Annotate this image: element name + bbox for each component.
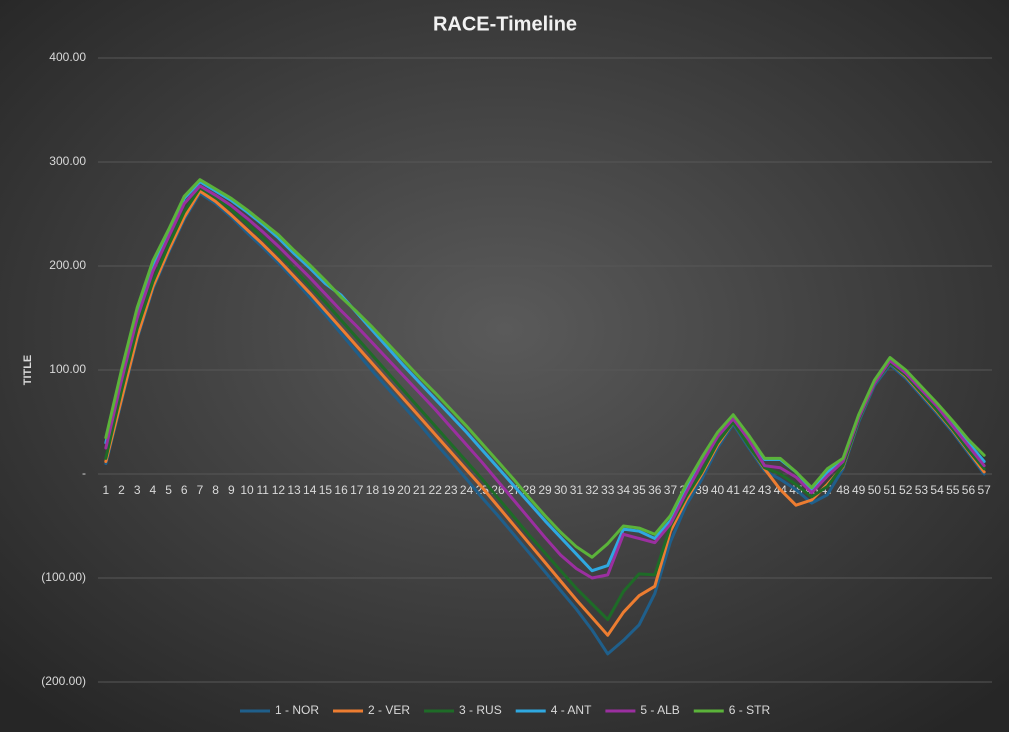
x-tick-label: 48 [836,483,850,497]
y-axis-title: TITLE [22,355,34,386]
x-tick-label: 53 [915,483,929,497]
x-tick-label: 21 [413,483,427,497]
x-tick-label: 20 [397,483,411,497]
x-tick-label: 27 [507,483,521,497]
legend-label: 4 - ANT [551,703,592,717]
x-tick-label: 29 [538,483,552,497]
legend-label: 2 - VER [368,703,410,717]
x-tick-label: 8 [212,483,219,497]
x-tick-label: 13 [287,483,301,497]
x-tick-label: 14 [303,483,317,497]
legend-label: 1 - NOR [275,703,319,717]
x-tick-label: 16 [334,483,348,497]
y-tick-label: 100.00 [49,362,86,376]
x-tick-label: 55 [946,483,960,497]
x-tick-label: 6 [181,483,188,497]
legend-label: 5 - ALB [640,703,679,717]
series-line [104,178,986,559]
x-tick-label: 32 [585,483,599,497]
series-line [104,191,986,656]
x-tick-label: 12 [272,483,286,497]
x-tick-label: 40 [711,483,725,497]
y-tick-label: - [82,466,86,480]
x-tick-label: 23 [444,483,458,497]
x-tick-label: 11 [256,483,269,497]
x-tick-label: 51 [883,483,897,497]
x-tick-label: 9 [228,483,235,497]
x-tick-label: 41 [727,483,741,497]
x-tick-label: 33 [601,483,615,497]
x-tick-label: 4 [150,483,157,497]
x-tick-label: 15 [319,483,333,497]
x-tick-label: 22 [429,483,443,497]
y-tick-label: 300.00 [49,154,86,168]
x-tick-label: 30 [554,483,568,497]
x-tick-label: 7 [197,483,204,497]
y-tick-label: 400.00 [49,50,86,64]
x-tick-label: 34 [617,483,631,497]
legend-label: 6 - STR [729,703,771,717]
x-tick-label: 10 [240,483,254,497]
x-tick-label: 56 [962,483,976,497]
x-tick-label: 1 [102,483,109,497]
x-tick-label: 37 [664,483,678,497]
legend-label: 3 - RUS [459,703,502,717]
x-tick-label: 19 [381,483,395,497]
x-tick-label: 3 [134,483,141,497]
x-tick-label: 36 [648,483,662,497]
x-tick-label: 49 [852,483,866,497]
x-tick-label: 43 [758,483,772,497]
x-tick-label: 31 [570,483,584,497]
x-tick-label: 54 [930,483,944,497]
x-tick-label: 57 [977,483,991,497]
y-tick-label: (100.00) [41,570,86,584]
y-tick-label: (200.00) [41,674,86,688]
chart-title: RACE-Timeline [433,13,577,35]
x-tick-label: 24 [460,483,474,497]
x-tick-label: 17 [350,483,364,497]
x-tick-label: 35 [632,483,646,497]
x-tick-label: 2 [118,483,125,497]
x-tick-label: 52 [899,483,913,497]
series-line [104,186,986,622]
x-tick-label: 18 [366,483,380,497]
x-tick-label: 50 [868,483,882,497]
y-tick-label: 200.00 [49,258,86,272]
x-tick-label: 42 [742,483,756,497]
x-tick-label: 5 [165,483,172,497]
series-line [104,184,986,580]
